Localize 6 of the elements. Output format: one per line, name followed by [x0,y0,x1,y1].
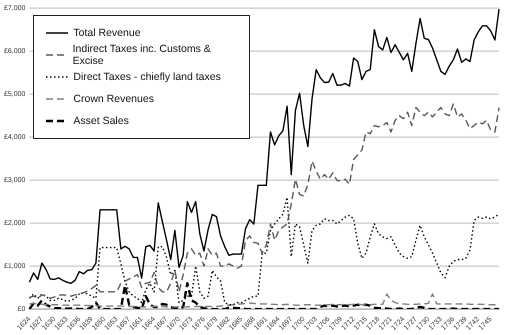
legend-label: Direct Taxes - chiefly land taxes [73,71,221,84]
legend-label: Total Revenue [73,27,141,40]
line-series [28,103,500,300]
legend-label: Crown Revenues [73,93,154,106]
legend-label: Indirect Taxes inc. Customs & Excise [72,43,212,68]
legend-label: Asset Sales [73,115,129,128]
